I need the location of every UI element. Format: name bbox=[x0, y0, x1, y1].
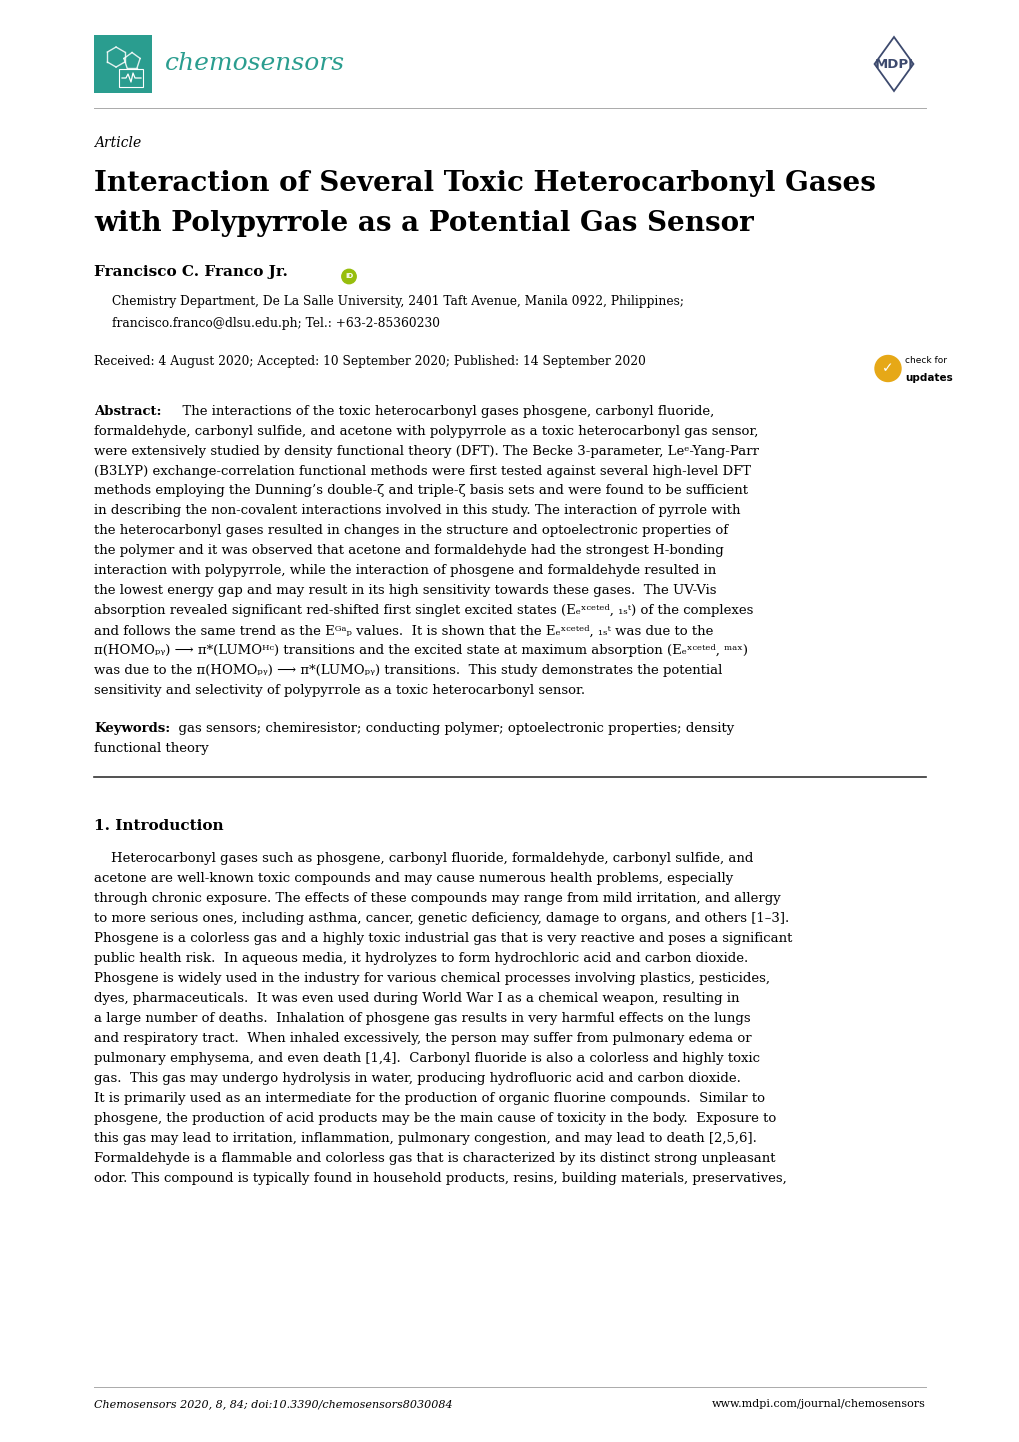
Text: MDPI: MDPI bbox=[873, 58, 913, 71]
Text: formaldehyde, carbonyl sulfide, and acetone with polypyrrole as a toxic heteroca: formaldehyde, carbonyl sulfide, and acet… bbox=[94, 424, 758, 437]
Text: 1. Introduction: 1. Introduction bbox=[94, 819, 223, 833]
Text: phosgene, the production of acid products may be the main cause of toxicity in t: phosgene, the production of acid product… bbox=[94, 1112, 775, 1126]
Circle shape bbox=[874, 356, 900, 382]
Text: and respiratory tract.  When inhaled excessively, the person may suffer from pul: and respiratory tract. When inhaled exce… bbox=[94, 1032, 751, 1045]
Text: ✓: ✓ bbox=[881, 362, 893, 375]
Text: iD: iD bbox=[344, 274, 353, 280]
FancyBboxPatch shape bbox=[94, 35, 152, 92]
Text: Chemistry Department, De La Salle University, 2401 Taft Avenue, Manila 0922, Phi: Chemistry Department, De La Salle Univer… bbox=[112, 296, 684, 309]
Text: and follows the same trend as the Eᴳᵃₚ values.  It is shown that the Eₑˣᶜᵉᵗᵉᵈ, ₁: and follows the same trend as the Eᴳᵃₚ v… bbox=[94, 624, 712, 637]
Text: dyes, pharmaceuticals.  It was even used during World War I as a chemical weapon: dyes, pharmaceuticals. It was even used … bbox=[94, 992, 739, 1005]
Text: Article: Article bbox=[94, 136, 141, 150]
Text: gas sensors; chemiresistor; conducting polymer; optoelectronic properties; densi: gas sensors; chemiresistor; conducting p… bbox=[170, 722, 734, 735]
Circle shape bbox=[341, 270, 356, 284]
Text: odor. This compound is typically found in household products, resins, building m: odor. This compound is typically found i… bbox=[94, 1172, 786, 1185]
Text: Phosgene is a colorless gas and a highly toxic industrial gas that is very react: Phosgene is a colorless gas and a highly… bbox=[94, 933, 792, 946]
Text: Keywords:: Keywords: bbox=[94, 722, 170, 735]
Text: the heterocarbonyl gases resulted in changes in the structure and optoelectronic: the heterocarbonyl gases resulted in cha… bbox=[94, 525, 728, 538]
Text: It is primarily used as an intermediate for the production of organic fluorine c: It is primarily used as an intermediate … bbox=[94, 1093, 764, 1106]
Text: Chemosensors 2020, 8, 84; doi:10.3390/chemosensors8030084: Chemosensors 2020, 8, 84; doi:10.3390/ch… bbox=[94, 1399, 452, 1409]
Text: The interactions of the toxic heterocarbonyl gases phosgene, carbonyl fluoride,: The interactions of the toxic heterocarb… bbox=[174, 405, 713, 418]
Text: this gas may lead to irritation, inflammation, pulmonary congestion, and may lea: this gas may lead to irritation, inflamm… bbox=[94, 1132, 756, 1145]
Text: gas.  This gas may undergo hydrolysis in water, producing hydrofluoric acid and : gas. This gas may undergo hydrolysis in … bbox=[94, 1073, 740, 1086]
Text: Heterocarbonyl gases such as phosgene, carbonyl fluoride, formaldehyde, carbonyl: Heterocarbonyl gases such as phosgene, c… bbox=[94, 852, 753, 865]
Text: absorption revealed significant red-shifted first singlet excited states (Eₑˣᶜᵉᵗ: absorption revealed significant red-shif… bbox=[94, 604, 753, 617]
Text: Abstract:: Abstract: bbox=[94, 405, 161, 418]
Text: pulmonary emphysema, and even death [1,4].  Carbonyl fluoride is also a colorles: pulmonary emphysema, and even death [1,4… bbox=[94, 1053, 759, 1066]
Text: acetone are well-known toxic compounds and may cause numerous health problems, e: acetone are well-known toxic compounds a… bbox=[94, 872, 733, 885]
Text: chemosensors: chemosensors bbox=[165, 52, 344, 75]
Text: was due to the π(HOMOₚᵧ) ⟶ π*(LUMOₚᵧ) transitions.  This study demonstrates the : was due to the π(HOMOₚᵧ) ⟶ π*(LUMOₚᵧ) tr… bbox=[94, 665, 721, 678]
Text: the lowest energy gap and may result in its high sensitivity towards these gases: the lowest energy gap and may result in … bbox=[94, 584, 715, 597]
Text: with Polypyrrole as a Potential Gas Sensor: with Polypyrrole as a Potential Gas Sens… bbox=[94, 211, 753, 236]
Text: a large number of deaths.  Inhalation of phosgene gas results in very harmful ef: a large number of deaths. Inhalation of … bbox=[94, 1012, 750, 1025]
Text: interaction with polypyrrole, while the interaction of phosgene and formaldehyde: interaction with polypyrrole, while the … bbox=[94, 564, 715, 577]
Text: were extensively studied by density functional theory (DFT). The Becke 3-paramet: were extensively studied by density func… bbox=[94, 444, 758, 457]
Text: π(HOMOₚᵧ) ⟶ π*(LUMOᴴᶜ) transitions and the excited state at maximum absorption (: π(HOMOₚᵧ) ⟶ π*(LUMOᴴᶜ) transitions and t… bbox=[94, 645, 747, 658]
Text: methods employing the Dunning’s double-ζ and triple-ζ basis sets and were found : methods employing the Dunning’s double-ζ… bbox=[94, 485, 747, 497]
Text: sensitivity and selectivity of polypyrrole as a toxic heterocarbonyl sensor.: sensitivity and selectivity of polypyrro… bbox=[94, 685, 585, 698]
Text: francisco.franco@dlsu.edu.ph; Tel.: +63-2-85360230: francisco.franco@dlsu.edu.ph; Tel.: +63-… bbox=[112, 316, 439, 330]
Text: updates: updates bbox=[904, 372, 952, 382]
Text: functional theory: functional theory bbox=[94, 743, 209, 756]
Text: in describing the non-covalent interactions involved in this study. The interact: in describing the non-covalent interacti… bbox=[94, 505, 740, 518]
Text: the polymer and it was observed that acetone and formaldehyde had the strongest : the polymer and it was observed that ace… bbox=[94, 545, 723, 558]
Text: through chronic exposure. The effects of these compounds may range from mild irr: through chronic exposure. The effects of… bbox=[94, 893, 780, 906]
Text: to more serious ones, including asthma, cancer, genetic deficiency, damage to or: to more serious ones, including asthma, … bbox=[94, 913, 789, 926]
Text: Received: 4 August 2020; Accepted: 10 September 2020; Published: 14 September 20: Received: 4 August 2020; Accepted: 10 Se… bbox=[94, 355, 645, 368]
Text: public health risk.  In aqueous media, it hydrolyzes to form hydrochloric acid a: public health risk. In aqueous media, it… bbox=[94, 953, 748, 966]
Text: www.mdpi.com/journal/chemosensors: www.mdpi.com/journal/chemosensors bbox=[711, 1399, 925, 1409]
Text: Formaldehyde is a flammable and colorless gas that is characterized by its disti: Formaldehyde is a flammable and colorles… bbox=[94, 1152, 774, 1165]
Text: (B3LYP) exchange-correlation functional methods were first tested against severa: (B3LYP) exchange-correlation functional … bbox=[94, 464, 750, 477]
Text: Interaction of Several Toxic Heterocarbonyl Gases: Interaction of Several Toxic Heterocarbo… bbox=[94, 170, 875, 198]
Text: check for: check for bbox=[904, 356, 946, 365]
Text: Francisco C. Franco Jr.: Francisco C. Franco Jr. bbox=[94, 265, 287, 278]
Text: Phosgene is widely used in the industry for various chemical processes involving: Phosgene is widely used in the industry … bbox=[94, 972, 769, 985]
FancyBboxPatch shape bbox=[119, 69, 143, 87]
